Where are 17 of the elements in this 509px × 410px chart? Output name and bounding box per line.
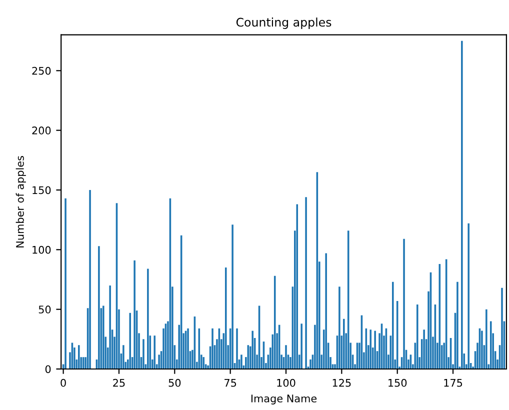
y-axis-title: Number of apples [16, 156, 26, 248]
y-tick-label: 50 [38, 306, 51, 314]
y-tick-label: 250 [32, 66, 51, 75]
x-tick-label: 0 [60, 378, 66, 387]
x-tick-label: 150 [388, 378, 407, 387]
chart-title: Counting apples [236, 18, 332, 29]
x-axis-title: Image Name [251, 394, 317, 404]
y-tick-label: 100 [32, 246, 51, 254]
y-tick-label: 200 [32, 126, 51, 134]
x-tick-label: 50 [168, 378, 181, 387]
x-tick-label: 125 [332, 378, 351, 387]
x-tick-label: 25 [113, 378, 125, 387]
x-tick-label: 175 [444, 379, 462, 387]
y-tick-label: 0 [45, 365, 51, 374]
y-tick-label: 150 [32, 186, 51, 194]
x-tick-label: 75 [224, 379, 236, 387]
x-tick-label: 100 [277, 378, 296, 387]
